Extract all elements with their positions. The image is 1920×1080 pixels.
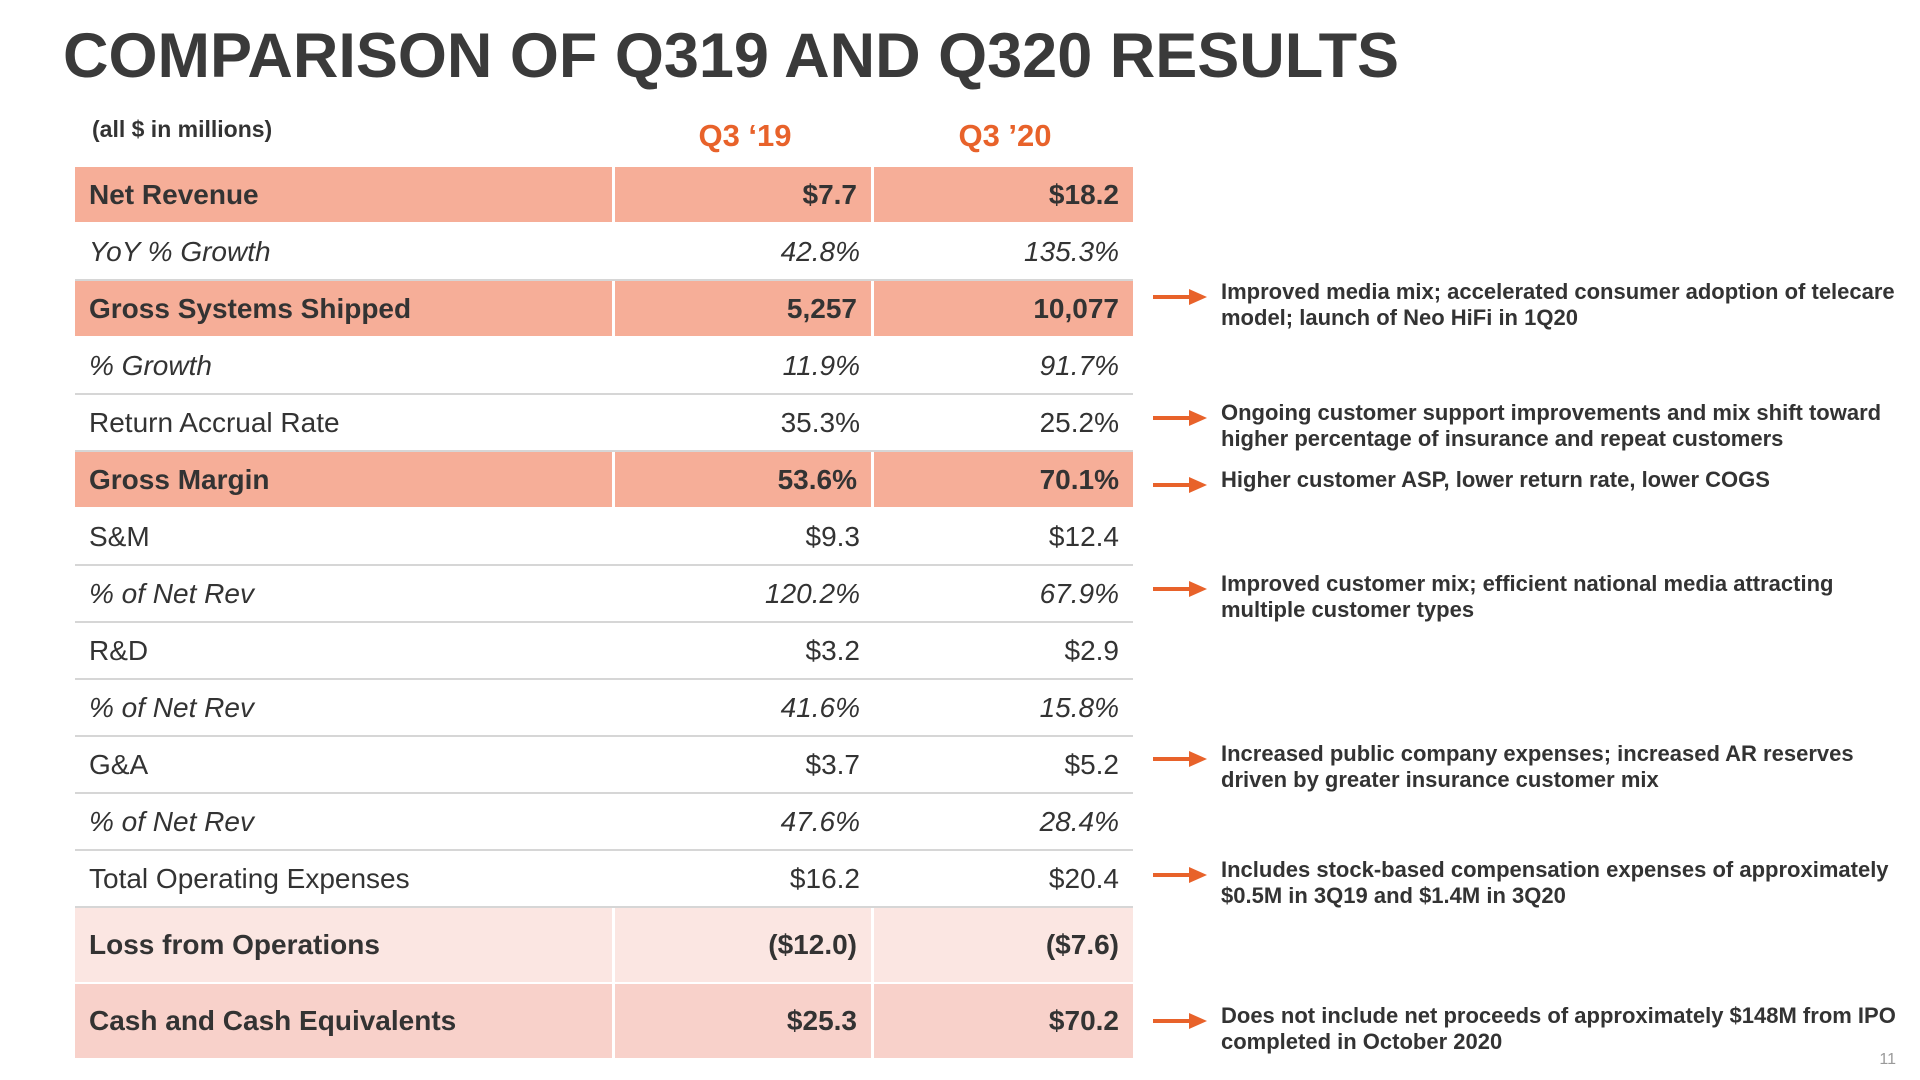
arrow-right-icon: [1153, 867, 1207, 883]
row-label: % of Net Rev: [89, 805, 254, 837]
q319-value: $25.3: [615, 984, 874, 1058]
q320-value: $5.2: [1064, 748, 1120, 780]
table-row: Cash and Cash Equivalents $25.3 $70.2: [75, 984, 1133, 1060]
arrow-right-icon: [1153, 477, 1207, 493]
q320-value: $20.4: [1048, 862, 1119, 894]
row-label: % of Net Rev: [89, 577, 254, 609]
row-label: S&M: [89, 520, 150, 552]
financial-table: Net Revenue $7.7 $18.2 YoY % Growth 42.8…: [75, 167, 1133, 1060]
q319-value: $3.7: [805, 748, 861, 780]
table-row: S&M $9.3 $12.4: [75, 509, 1133, 566]
q319-value: 35.3%: [780, 406, 860, 438]
note-sm: Improved customer mix; efficient nationa…: [1153, 571, 1911, 623]
q319-value: 53.6%: [615, 452, 874, 507]
table-row: Total Operating Expenses $16.2 $20.4: [75, 851, 1133, 908]
arrow-right-icon: [1153, 410, 1207, 426]
table-row: % of Net Rev 120.2% 67.9%: [75, 566, 1133, 623]
note-opex: Includes stock-based compensation expens…: [1153, 857, 1911, 909]
q319-value: 42.8%: [780, 235, 860, 267]
table-row: Gross Margin 53.6% 70.1%: [75, 452, 1133, 509]
note-text: Does not include net proceeds of approxi…: [1221, 1003, 1896, 1054]
row-label: Net Revenue: [75, 167, 615, 222]
row-label: Gross Systems Shipped: [75, 281, 615, 336]
q319-value: 120.2%: [765, 577, 860, 609]
note-gross-margin: Higher customer ASP, lower return rate, …: [1153, 467, 1911, 494]
q319-value: 41.6%: [780, 691, 860, 723]
table-row: % of Net Rev 41.6% 15.8%: [75, 680, 1133, 737]
row-label: Gross Margin: [75, 452, 615, 507]
table-row: R&D $3.2 $2.9: [75, 623, 1133, 680]
q319-value: 5,257: [615, 281, 874, 336]
note-systems-shipped: Improved media mix; accelerated consumer…: [1153, 279, 1911, 331]
q320-value: 70.1%: [874, 452, 1133, 507]
note-text: Improved customer mix; efficient nationa…: [1221, 571, 1834, 622]
table-row: Net Revenue $7.7 $18.2: [75, 167, 1133, 224]
q320-value: 28.4%: [1039, 805, 1119, 837]
q320-value: 25.2%: [1039, 406, 1119, 438]
note-text: Increased public company expenses; incre…: [1221, 741, 1854, 792]
q320-value: $18.2: [874, 167, 1133, 222]
table-row: % Growth 11.9% 91.7%: [75, 338, 1133, 395]
q319-value: $9.3: [805, 520, 861, 552]
row-label: G&A: [89, 748, 149, 780]
q320-value: 67.9%: [1039, 577, 1119, 609]
arrow-right-icon: [1153, 751, 1207, 767]
arrow-right-icon: [1153, 581, 1207, 597]
table-row: G&A $3.7 $5.2: [75, 737, 1133, 794]
note-cash: Does not include net proceeds of approxi…: [1153, 1003, 1911, 1055]
q320-value: 15.8%: [1039, 691, 1119, 723]
q319-value: ($12.0): [615, 908, 874, 982]
note-return-accrual: Ongoing customer support improvements an…: [1153, 400, 1911, 452]
note-text: Includes stock-based compensation expens…: [1221, 857, 1889, 908]
row-label: % Growth: [89, 349, 212, 381]
row-label: R&D: [89, 634, 149, 666]
q319-value: 11.9%: [782, 349, 860, 381]
q319-value: 47.6%: [780, 805, 860, 837]
q319-value: $3.2: [805, 634, 861, 666]
row-label: YoY % Growth: [89, 235, 271, 267]
arrow-right-icon: [1153, 1013, 1207, 1029]
column-header-q320: Q3 ’20: [958, 118, 1052, 153]
table-row: % of Net Rev 47.6% 28.4%: [75, 794, 1133, 851]
q320-value: 91.7%: [1039, 349, 1119, 381]
note-text: Ongoing customer support improvements an…: [1221, 400, 1882, 451]
note-text: Higher customer ASP, lower return rate, …: [1221, 467, 1770, 492]
q320-value: 10,077: [874, 281, 1133, 336]
table-row: YoY % Growth 42.8% 135.3%: [75, 224, 1133, 281]
q320-value: $2.9: [1064, 634, 1120, 666]
arrow-right-icon: [1153, 289, 1207, 305]
note-ga: Increased public company expenses; incre…: [1153, 741, 1911, 793]
units-note: (all $ in millions): [92, 116, 273, 142]
page-title: COMPARISON OF Q319 AND Q320 RESULTS: [63, 21, 1400, 91]
q320-value: $12.4: [1048, 520, 1119, 552]
table-row: Return Accrual Rate 35.3% 25.2%: [75, 395, 1133, 452]
column-header-q319: Q3 ‘19: [698, 118, 792, 153]
page-number: 11: [1879, 1051, 1896, 1068]
q319-value: $7.7: [615, 167, 874, 222]
table-row: Loss from Operations ($12.0) ($7.6): [75, 908, 1133, 984]
note-text: Improved media mix; accelerated consumer…: [1221, 279, 1895, 330]
table-row: Gross Systems Shipped 5,257 10,077: [75, 281, 1133, 338]
row-label: % of Net Rev: [89, 691, 254, 723]
q320-value: $70.2: [874, 984, 1133, 1058]
row-label: Total Operating Expenses: [89, 862, 410, 894]
row-label: Cash and Cash Equivalents: [75, 984, 615, 1058]
row-label: Return Accrual Rate: [89, 406, 340, 438]
q320-value: ($7.6): [874, 908, 1133, 982]
q320-value: 135.3%: [1024, 235, 1119, 267]
q319-value: $16.2: [789, 862, 860, 894]
row-label: Loss from Operations: [75, 908, 615, 982]
